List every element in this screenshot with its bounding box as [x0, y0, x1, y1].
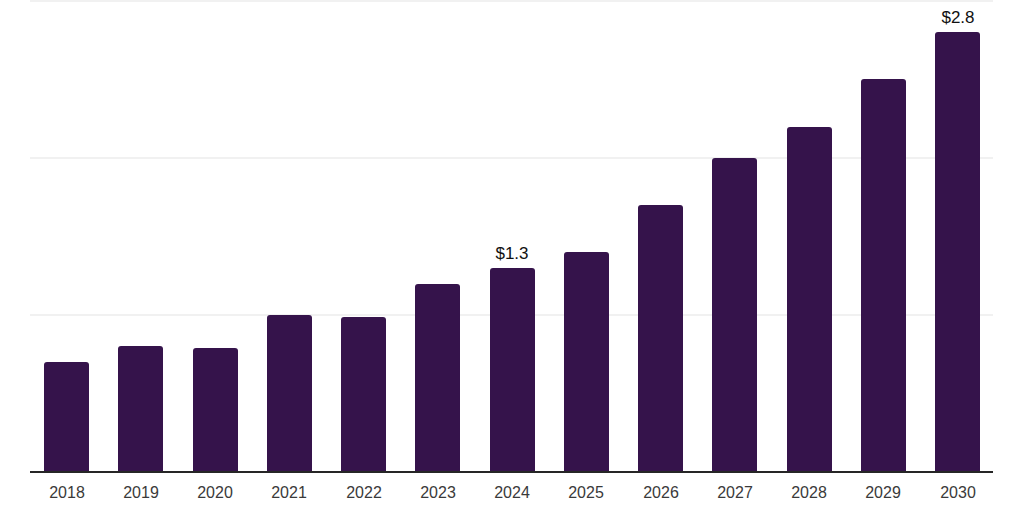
gridline [30, 0, 993, 2]
bar-2023 [415, 284, 460, 472]
x-axis-label-2021: 2021 [271, 483, 307, 503]
bar-2019 [118, 346, 163, 472]
bar-2024 [490, 268, 535, 472]
x-axis-label-2030: 2030 [940, 483, 976, 503]
bar-2026 [638, 205, 683, 472]
bar-2025 [564, 252, 609, 472]
bar-2022 [341, 317, 386, 472]
x-axis-label-2029: 2029 [865, 483, 901, 503]
x-axis-label-2026: 2026 [643, 483, 679, 503]
x-axis-label-2024: 2024 [494, 483, 530, 503]
bar-2028 [787, 127, 832, 472]
bar-2020 [193, 348, 238, 472]
x-axis-label-2019: 2019 [123, 483, 159, 503]
bar-2021 [267, 315, 312, 472]
data-label-2030: $2.8 [941, 8, 974, 27]
x-axis-label-2028: 2028 [791, 483, 827, 503]
bar-2029 [861, 79, 906, 472]
x-axis-label-2018: 2018 [49, 483, 85, 503]
bar-2030 [935, 32, 980, 472]
x-axis-label-2025: 2025 [568, 483, 604, 503]
x-axis-label-2020: 2020 [197, 483, 233, 503]
x-axis-label-2023: 2023 [420, 483, 456, 503]
plot-area: 2018 2019 2020 2021 2022 2023 2024 2025 2026 2027… [0, 0, 1024, 512]
data-label-2024: $1.3 [495, 244, 528, 263]
x-axis-label-2027: 2027 [717, 483, 753, 503]
bar-chart: 2018 2019 2020 2021 2022 2023 2024 2025 2026 2027… [0, 0, 1024, 512]
gridline [30, 157, 993, 159]
x-axis-label-2022: 2022 [346, 483, 382, 503]
bar-2027 [712, 158, 757, 472]
x-axis-line [30, 471, 993, 473]
bar-2018 [44, 362, 89, 472]
